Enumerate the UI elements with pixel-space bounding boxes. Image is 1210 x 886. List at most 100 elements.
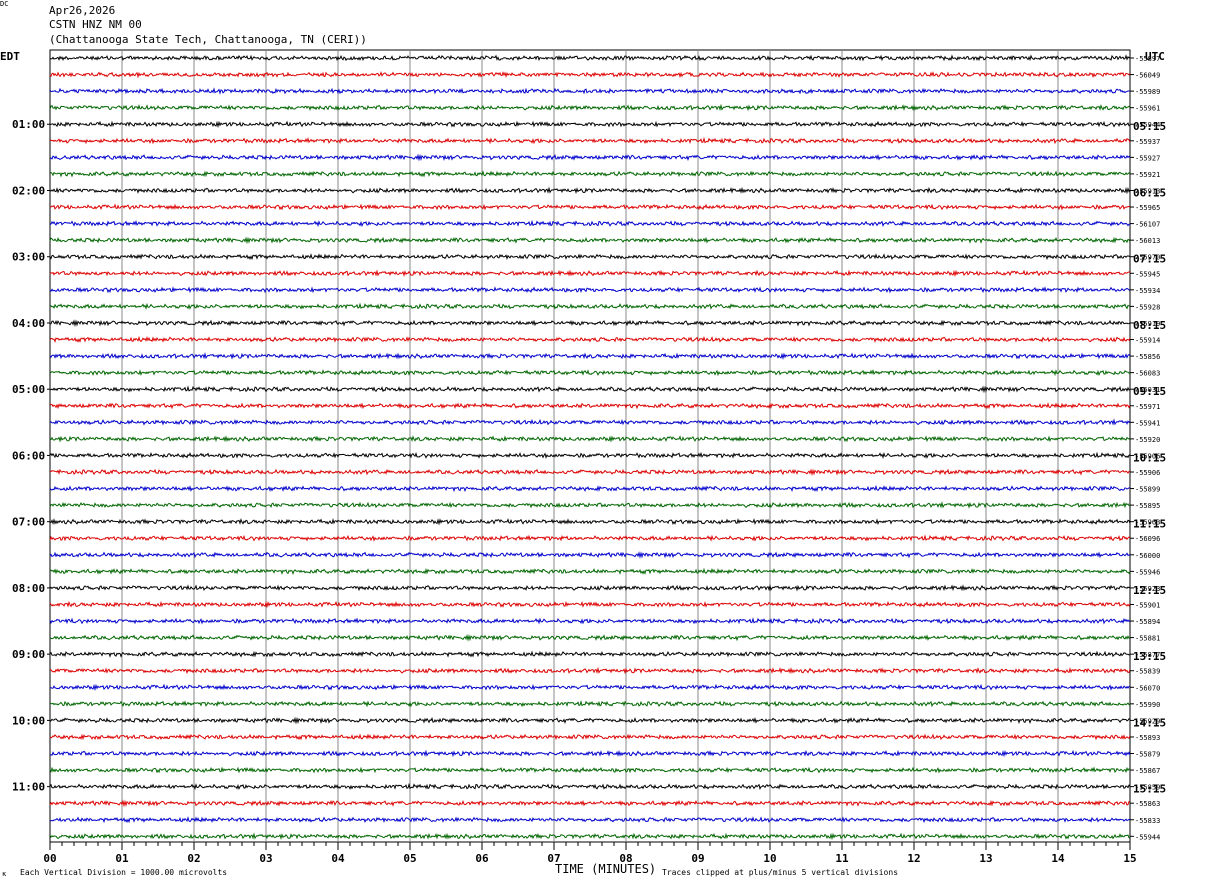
left-hour-label: 07:00 — [12, 516, 45, 529]
dc-offset-label: -55914 — [1135, 337, 1160, 345]
seismic-trace — [49, 567, 1131, 575]
left-hour-label: 01:00 — [12, 118, 45, 131]
x-tick-label: 08 — [619, 852, 632, 865]
corner-mark: ĸ — [2, 870, 7, 878]
dc-offset-label: -55945 — [1135, 270, 1160, 278]
dc-offset-label: -55867 — [1135, 767, 1160, 775]
seismic-trace — [49, 170, 1131, 178]
seismic-trace — [49, 666, 1131, 675]
right-hour-label: 15:15 — [1133, 783, 1166, 796]
seismic-trace — [49, 699, 1131, 708]
dc-offset-label: -55928 — [1135, 303, 1160, 311]
dc-offset-label: -55927 — [1135, 154, 1160, 162]
seismic-trace — [49, 716, 1131, 725]
left-hour-label: 05:00 — [12, 383, 45, 396]
clip-note: Traces clipped at plus/minus 5 vertical … — [662, 868, 899, 877]
seismic-trace — [49, 286, 1131, 294]
x-tick-label: 11 — [835, 852, 849, 865]
dc-offset-label: -55897 — [1135, 55, 1160, 63]
x-tick-label: 12 — [907, 852, 920, 865]
dc-offset-label: -55913 — [1135, 187, 1160, 195]
plot-frame — [49, 49, 1131, 843]
x-tick-label: 02 — [187, 852, 200, 865]
right-hour-label: 05:15 — [1133, 120, 1166, 133]
seismic-trace — [49, 335, 1131, 343]
seismic-trace — [49, 733, 1131, 741]
seismic-trace — [49, 153, 1131, 162]
seismic-trace — [49, 501, 1131, 509]
dc-offset-label: -55946 — [1135, 568, 1160, 576]
dc-offset-label: -55965 — [1135, 204, 1160, 212]
seismic-trace — [49, 650, 1131, 658]
seismic-trace — [49, 402, 1131, 410]
right-hour-label: 09:15 — [1133, 385, 1166, 398]
dc-offset-label: -55919 — [1135, 320, 1160, 328]
seismic-trace — [49, 103, 1131, 112]
seismic-trace — [49, 484, 1131, 493]
right-hour-label: 07:15 — [1133, 253, 1166, 266]
right-hour-label: 08:15 — [1133, 319, 1166, 332]
dc-offset-label: -55856 — [1135, 353, 1160, 361]
left-hour-label: 04:00 — [12, 317, 45, 330]
station-location: (Chattanooga State Tech, Chattanooga, TN… — [49, 33, 367, 46]
dc-offset-label: -55877 — [1135, 651, 1160, 659]
seismic-trace — [49, 186, 1131, 195]
dc-offset-label: -55990 — [1135, 701, 1160, 709]
dc-offset-label: -56070 — [1135, 684, 1160, 692]
x-tick-label: 15 — [1123, 852, 1136, 865]
dc-offset-label: -55963 — [1135, 519, 1160, 527]
right-hour-label: 10:15 — [1133, 451, 1166, 464]
dc-offset-label: -55937 — [1135, 138, 1160, 146]
seismic-trace — [49, 534, 1131, 542]
dc-offset-label: -55881 — [1135, 635, 1160, 643]
seismic-trace — [49, 683, 1131, 692]
seismic-trace — [49, 87, 1131, 95]
dc-offset-label: -55929 — [1135, 717, 1160, 725]
seismic-trace — [49, 71, 1131, 79]
seismic-trace — [49, 236, 1131, 245]
dc-offset-label: -56031 — [1135, 386, 1160, 394]
dc-offset-label: -55899 — [1135, 486, 1160, 494]
seismic-trace — [49, 136, 1131, 145]
plot-date: Apr26,2026 — [49, 4, 116, 17]
dc-offset-label: -56107 — [1135, 221, 1160, 229]
left-hour-label: 11:00 — [12, 781, 45, 794]
dc-offset-label: -55906 — [1135, 452, 1160, 460]
right-hour-label: 14:15 — [1133, 716, 1166, 729]
dc-offset-label: -56049 — [1135, 72, 1160, 80]
x-tick-label: 10 — [763, 852, 776, 865]
left-timezone-label: EDT — [0, 50, 20, 63]
seismic-trace — [49, 832, 1131, 841]
left-hour-label: 06:00 — [12, 449, 45, 462]
scale-note: Each Vertical Division = 1000.00 microvo… — [20, 868, 228, 877]
x-tick-label: 14 — [1051, 852, 1065, 865]
dc-offset-label: -55859 — [1135, 784, 1160, 792]
left-hour-label: 02:00 — [12, 184, 45, 197]
seismic-trace — [49, 633, 1131, 642]
left-hour-label: 09:00 — [12, 648, 45, 661]
dc-offset-label: -55833 — [1135, 817, 1160, 825]
dc-offset-label: -56000 — [1135, 552, 1160, 560]
x-tick-label: 06 — [475, 852, 489, 865]
seismic-trace — [49, 319, 1131, 328]
right-hour-label: 13:15 — [1133, 650, 1166, 663]
seismic-trace — [49, 749, 1131, 758]
right-hour-label: 12:15 — [1133, 584, 1166, 597]
dc-offset-label: -55893 — [1135, 734, 1160, 742]
seismic-trace — [49, 551, 1131, 559]
seismic-trace — [49, 385, 1131, 394]
dc-offset-label: -55901 — [1135, 601, 1160, 609]
seismic-trace — [49, 302, 1131, 310]
left-hour-label: 10:00 — [12, 714, 45, 727]
dc-offset-label: -55906 — [1135, 469, 1160, 477]
left-hour-label: 03:00 — [12, 251, 45, 264]
seismic-trace — [49, 219, 1131, 228]
dc-offset-label: -55944 — [1135, 833, 1160, 841]
right-timezone-label: UTC — [1145, 50, 1165, 63]
seismic-trace — [49, 54, 1131, 62]
seismic-trace — [49, 468, 1131, 477]
dc-offset-label: -56096 — [1135, 535, 1160, 543]
station-code: CSTN HNZ NM 00 — [49, 18, 142, 31]
dc-offset-label: -55944 — [1135, 121, 1160, 129]
